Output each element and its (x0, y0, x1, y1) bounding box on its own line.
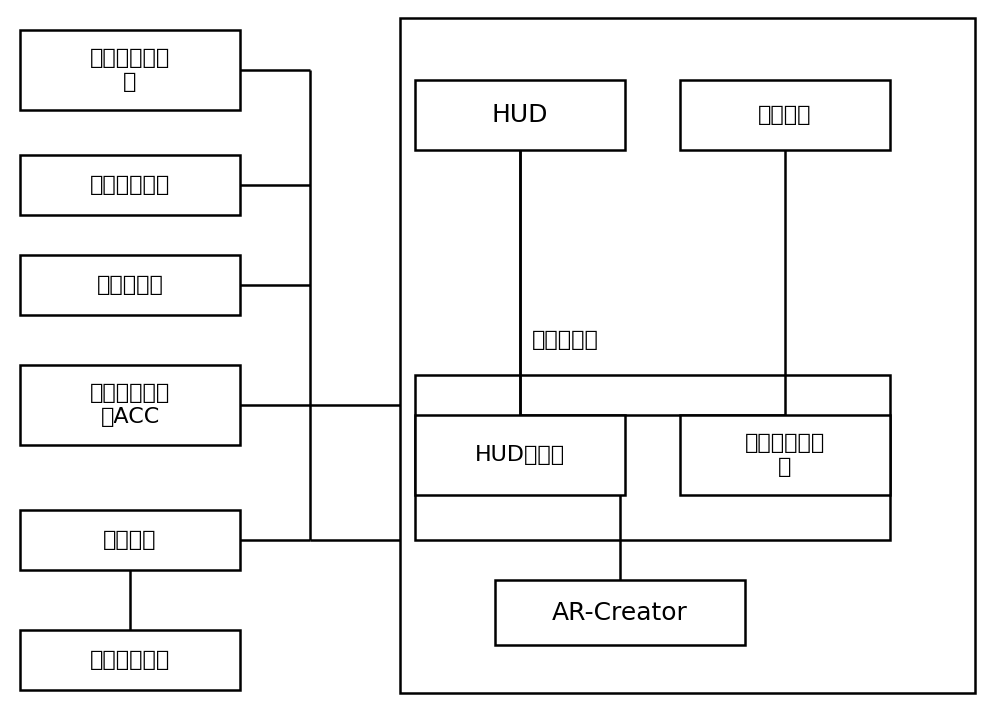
Bar (680, 80, 890, 150)
Text: AR-Creator: AR-Creator (552, 601, 688, 624)
Bar (400, 18, 975, 693)
Text: 像素大灯控制
器: 像素大灯控制 器 (745, 433, 825, 477)
Bar (680, 415, 890, 495)
Bar (20, 155, 240, 215)
Text: 电源管理系统: 电源管理系统 (90, 650, 170, 670)
Bar (415, 80, 625, 150)
Text: 图像传感器: 图像传感器 (97, 275, 163, 295)
Bar (415, 375, 890, 540)
Text: 导航信息系统: 导航信息系统 (90, 175, 170, 195)
Bar (20, 510, 240, 570)
Text: 综合控制器: 综合控制器 (532, 330, 598, 350)
Text: 像素大灯: 像素大灯 (758, 105, 812, 125)
Bar (20, 30, 240, 110)
Text: 驾驶员监控系
统: 驾驶员监控系 统 (90, 48, 170, 92)
Bar (20, 255, 240, 315)
Text: HUD控制器: HUD控制器 (475, 445, 565, 465)
Text: HUD: HUD (492, 103, 548, 127)
Text: 车身总线: 车身总线 (103, 530, 157, 550)
Bar (20, 630, 240, 690)
Bar (20, 365, 240, 445)
Bar (495, 580, 745, 645)
Bar (415, 415, 625, 495)
Text: 自适应巡航控
制ACC: 自适应巡航控 制ACC (90, 384, 170, 427)
